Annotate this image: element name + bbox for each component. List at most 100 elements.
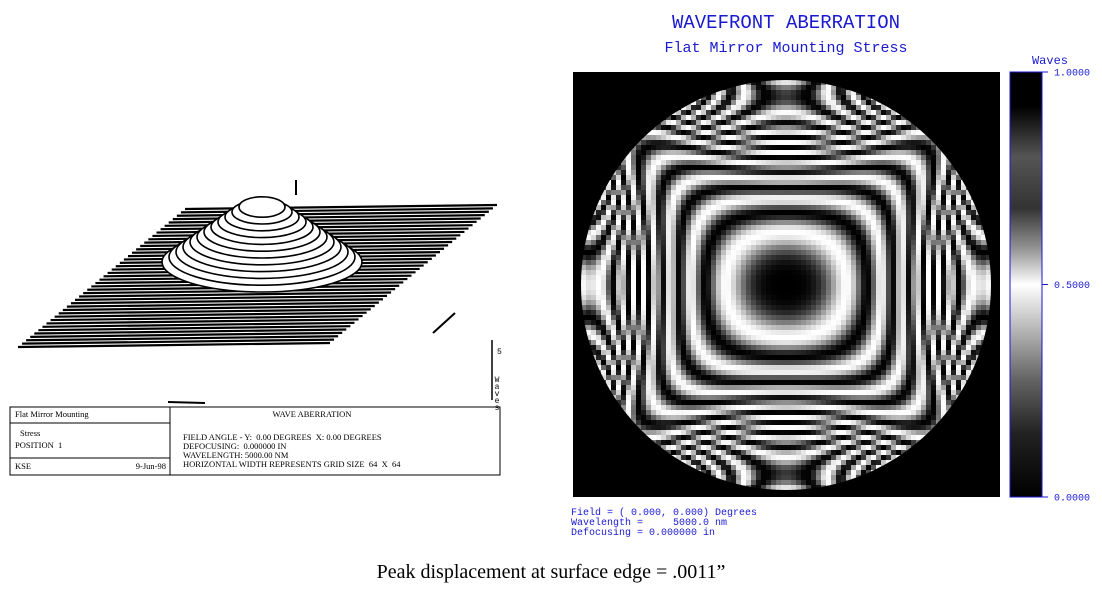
fringe-pixel (701, 400, 707, 406)
fringe-pixel (751, 160, 757, 166)
fringe-pixel (901, 265, 907, 271)
fringe-pixel (681, 300, 687, 306)
fringe-pixel (751, 100, 757, 106)
fringe-pixel (836, 310, 842, 316)
fringe-pixel (641, 420, 647, 426)
fringe-pixel (836, 210, 842, 216)
fringe-pixel (641, 210, 647, 216)
fringe-pixel (896, 210, 902, 216)
fringe-pixel (601, 290, 607, 296)
fringe-pixel (636, 395, 642, 401)
fringe-pixel (766, 275, 772, 281)
fringe-pixel (771, 290, 777, 296)
fringe-pixel (781, 350, 787, 356)
fringe-pixel (711, 285, 717, 291)
fringe-pixel (801, 470, 807, 476)
fringe-pixel (796, 445, 802, 451)
fringe-pixel (751, 255, 757, 261)
fringe-pixel (671, 270, 677, 276)
fringe-pixel (636, 220, 642, 226)
fringe-pixel (796, 230, 802, 236)
fringe-pixel (666, 410, 672, 416)
fringe-pixel (806, 110, 812, 116)
fringe-pixel (766, 290, 772, 296)
fringe-pixel (606, 365, 612, 371)
fringe-pixel (851, 110, 857, 116)
fringe-pixel (636, 300, 642, 306)
fringe-pixel (731, 230, 737, 236)
fringe-pixel (816, 380, 822, 386)
fringe-pixel (831, 390, 837, 396)
fringe-pixel (766, 340, 772, 346)
fringe-pixel (876, 175, 882, 181)
fringe-pixel (926, 165, 932, 171)
fringe-pixel (676, 210, 682, 216)
fringe-pixel (821, 265, 827, 271)
fringe-pixel (921, 135, 927, 141)
fringe-pixel (761, 100, 767, 106)
fringe-pixel (741, 185, 747, 191)
fringe-pixel (921, 350, 927, 356)
fringe-pixel (801, 135, 807, 141)
fringe-pixel (736, 140, 742, 146)
fringe-pixel (711, 385, 717, 391)
fringe-pixel (671, 135, 677, 141)
fringe-pixel (646, 175, 652, 181)
fringe-pixel (871, 285, 877, 291)
fringe-pixel (731, 320, 737, 326)
fringe-pixel (681, 285, 687, 291)
fringe-pixel (616, 260, 622, 266)
fringe-pixel (761, 205, 767, 211)
fringe-pixel (676, 260, 682, 266)
fringe-pixel (746, 475, 752, 481)
fringe-pixel (871, 185, 877, 191)
fringe-pixel (826, 285, 832, 291)
fringe-pixel (931, 220, 937, 226)
fringe-pixel (616, 345, 622, 351)
fringe-pixel (646, 205, 652, 211)
fringe-pixel (786, 190, 792, 196)
fringe-pixel (896, 345, 902, 351)
fringe-pixel (626, 175, 632, 181)
fringe-pixel (696, 355, 702, 361)
fringe-pixel (726, 420, 732, 426)
fringe-pixel (606, 310, 612, 316)
fringe-pixel (751, 400, 757, 406)
fringe-pixel (701, 190, 707, 196)
fringe-pixel (796, 395, 802, 401)
fringe-pixel (631, 165, 637, 171)
fringe-pixel (911, 405, 917, 411)
fringe-pixel (591, 310, 597, 316)
fringe-pixel (791, 360, 797, 366)
fringe-pixel (656, 240, 662, 246)
fringe-pixel (896, 145, 902, 151)
fringe-pixel (706, 235, 712, 241)
fringe-pixel (696, 145, 702, 151)
fringe-pixel (636, 340, 642, 346)
fringe-pixel (921, 360, 927, 366)
fringe-pixel (596, 315, 602, 321)
fringe-pixel (831, 190, 837, 196)
fringe-pixel (896, 350, 902, 356)
fringe-pixel (821, 420, 827, 426)
fringe-pixel (921, 425, 927, 431)
fringe-pixel (656, 325, 662, 331)
fringe-pixel (676, 205, 682, 211)
fringe-pixel (911, 245, 917, 251)
fringe-pixel (771, 180, 777, 186)
fringe-pixel (791, 455, 797, 461)
fringe-pixel (666, 345, 672, 351)
fringe-pixel (851, 180, 857, 186)
fringe-pixel (666, 165, 672, 171)
fringe-pixel (606, 195, 612, 201)
fringe-pixel (666, 210, 672, 216)
fringe-pixel (906, 200, 912, 206)
fringe-pixel (911, 380, 917, 386)
fringe-pixel (776, 170, 782, 176)
fringe-pixel (706, 120, 712, 126)
fringe-pixel (861, 185, 867, 191)
fringe-pixel (861, 400, 867, 406)
fringe-pixel (661, 430, 667, 436)
fringe-pixel (596, 235, 602, 241)
fringe-pixel (606, 200, 612, 206)
